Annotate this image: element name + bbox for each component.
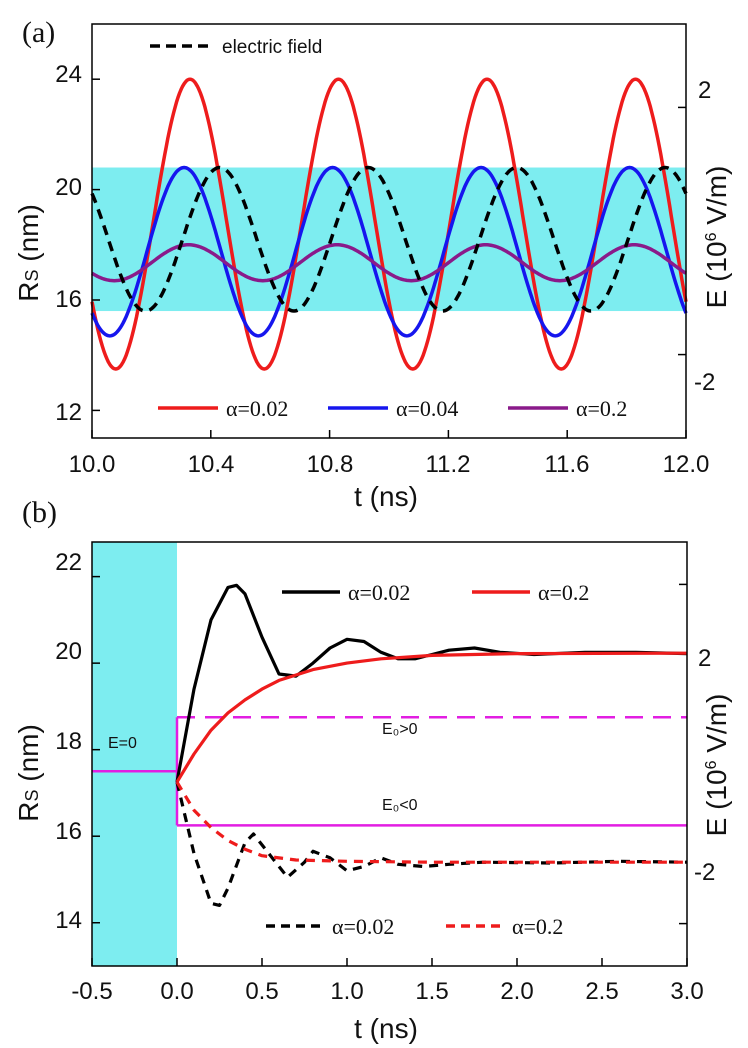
panel-a-x-tick-label: 11.6 <box>545 451 590 478</box>
panel-a-plot-area <box>90 23 688 439</box>
legend-label-alpha-002: α=0.02 <box>226 396 288 421</box>
panel-b-y-tick-label: 20 <box>55 638 82 665</box>
panel-a-y-tick-label: 20 <box>55 174 82 201</box>
panel-a-y-ticks: 12 16 20 24 <box>55 61 82 426</box>
panel-b-x-tick-label: 3.0 <box>670 978 703 1005</box>
panel-a-legend-bottom: α=0.02 α=0.04 α=0.2 <box>158 396 627 421</box>
panel-b-axes-frame <box>91 541 688 967</box>
panel-b-label: (b) <box>22 496 57 529</box>
panel-a-y-tick-label: 24 <box>55 61 82 88</box>
panel-b-x-tick-label: 0.5 <box>245 978 278 1005</box>
panel-b-right-ticks: -2 2 <box>694 645 715 886</box>
panel-b-y-tick-label: 14 <box>55 907 82 934</box>
panel-b-x-tick-label: -0.5 <box>71 978 112 1005</box>
panel-b-series-line-3 <box>175 781 687 864</box>
legend-label-alpha-02: α=0.2 <box>576 396 627 421</box>
panel-a-label: (a) <box>22 16 55 49</box>
panel-a: (a) 10.0 10.4 10.8 11.2 11.6 12.0 12 16 … <box>13 16 732 512</box>
annotation-e0-positive: E₀>0 <box>382 721 418 738</box>
panel-a-x-tick-label: 10.4 <box>188 451 235 478</box>
panel-a-y-axis-title: RS (nm) <box>13 204 44 302</box>
panel-a-right-axis-title: E (106 V/m) <box>701 166 732 309</box>
panel-a-y-tick-label: 16 <box>55 286 82 313</box>
panel-b-y-tick-label: 22 <box>55 549 82 576</box>
panel-a-x-tick-label: 10.0 <box>69 451 116 478</box>
panel-b-plot-area <box>91 541 688 967</box>
panel-b-x-tick-label: 2.0 <box>500 978 533 1005</box>
legend-label-alpha-002-solid: α=0.02 <box>348 580 410 605</box>
panel-b-x-tick-label: 1.0 <box>330 978 363 1005</box>
panel-a-x-tick-label: 12.0 <box>663 451 710 478</box>
panel-b-x-ticks: -0.5 0.0 0.5 1.0 1.5 2.0 2.5 3.0 <box>71 978 703 1005</box>
panel-b-y-ticks: 14 16 18 20 22 <box>55 549 82 934</box>
annotation-e-zero: E=0 <box>108 735 137 752</box>
legend-label-electric-field: electric field <box>222 37 322 58</box>
panel-b-right-tick-label: 2 <box>698 645 711 672</box>
panel-a-right-ticks: -2 2 <box>694 77 715 396</box>
panel-a-series-line-0 <box>90 77 688 371</box>
panel-a-x-axis-title: t (ns) <box>354 481 418 512</box>
panel-b-x-axis-title: t (ns) <box>354 1013 418 1044</box>
panel-b-y-tick-label: 16 <box>55 818 82 845</box>
panel-b: (b) -0.5 0.0 0.5 1.0 1.5 2.0 2.5 3.0 14 … <box>13 496 732 1044</box>
panel-a-x-tick-label: 10.8 <box>307 451 354 478</box>
annotation-e0-negative: E₀<0 <box>382 797 418 814</box>
legend-label-alpha-002-dashed: α=0.02 <box>332 914 394 939</box>
panel-b-series-line-1 <box>175 651 688 783</box>
panel-b-shaded-region <box>92 542 177 966</box>
panel-a-series-line-3 <box>90 165 688 313</box>
panel-a-right-tick-label: 2 <box>698 77 711 104</box>
panel-b-series-line-2 <box>175 781 688 907</box>
panel-a-x-tick-label: 11.2 <box>426 451 471 478</box>
panel-b-x-tick-label: 1.5 <box>415 978 448 1005</box>
panel-b-legend-top: α=0.02 α=0.2 <box>282 580 589 605</box>
panel-a-legend-top: electric field <box>150 37 322 58</box>
panel-a-x-ticks: 10.0 10.4 10.8 11.2 11.6 12.0 <box>69 451 710 478</box>
panel-b-right-tick-label: -2 <box>694 859 715 886</box>
panel-a-right-tick-label: -2 <box>694 369 715 396</box>
legend-label-alpha-004: α=0.04 <box>396 396 458 421</box>
panel-b-legend-bottom: α=0.02 α=0.2 <box>266 914 563 939</box>
panel-a-y-tick-label: 12 <box>55 399 82 426</box>
panel-b-series-line-0 <box>175 583 688 783</box>
legend-label-alpha-02-solid: α=0.2 <box>538 580 589 605</box>
panel-b-y-axis-title: RS (nm) <box>13 724 44 822</box>
legend-label-alpha-02-dashed: α=0.2 <box>512 914 563 939</box>
panel-b-y-tick-label: 18 <box>55 728 82 755</box>
panel-b-x-tick-label: 0.0 <box>160 978 193 1005</box>
panel-a-axes-frame <box>91 23 687 439</box>
panel-b-x-tick-label: 2.5 <box>585 978 618 1005</box>
panel-a-series-line-2 <box>91 243 687 283</box>
panel-b-right-axis-title: E (106 V/m) <box>701 694 732 837</box>
